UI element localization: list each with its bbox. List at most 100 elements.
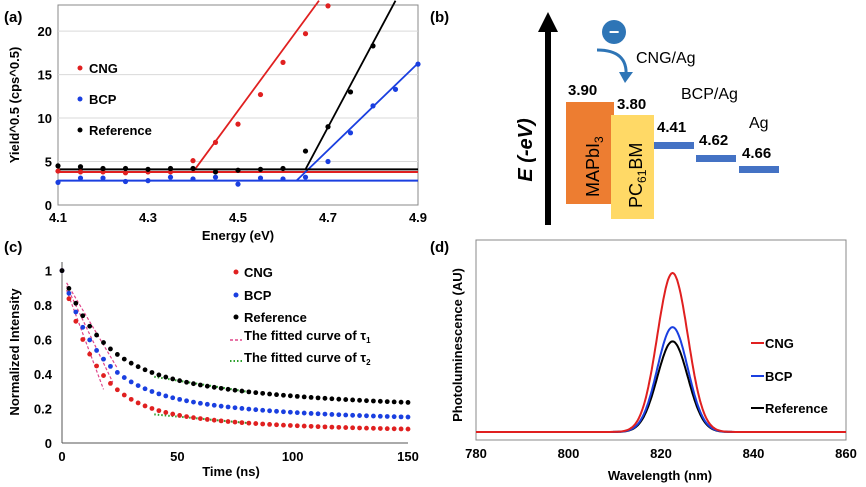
data-point-reference: [370, 43, 376, 49]
data-point-bcp: [212, 174, 219, 180]
decay-point-cng: [232, 419, 238, 425]
data-point-cng: [235, 121, 241, 127]
panel-label-b: (b): [430, 9, 449, 26]
legend-marker-bcp: [233, 292, 239, 298]
decay-point-reference: [301, 394, 307, 400]
decay-point-reference: [287, 393, 293, 399]
electron-symbol: −: [609, 22, 620, 42]
decay-point-reference: [294, 393, 300, 399]
data-point-bcp: [190, 176, 196, 182]
energy-axis-arrow-head: [538, 12, 558, 32]
decay-point-cng: [281, 422, 286, 428]
decay-point-reference: [204, 383, 210, 389]
decay-point-bcp: [191, 399, 196, 405]
decay-point-bcp: [287, 409, 293, 415]
legend-label-bcp: BCP: [765, 369, 793, 384]
x-tick-label: 4.5: [229, 210, 247, 225]
legend-label-bcp: BCP: [244, 288, 272, 303]
decay-point-reference: [108, 346, 113, 352]
decay-point-cng: [80, 337, 86, 342]
decay-point-bcp: [204, 401, 210, 407]
decay-point-bcp: [135, 383, 141, 389]
transfer-arrow-head: [619, 72, 633, 83]
legend-marker-reference: [233, 314, 239, 320]
y-tick-label: 0.8: [34, 298, 52, 313]
data-point-reference: [122, 165, 129, 172]
decay-point-reference: [267, 391, 272, 397]
decay-point-reference: [170, 376, 176, 382]
ag-level-bar: [739, 166, 779, 173]
panel-c-chart: 0 0.2 0.4 0.6 0.8 1 0 50 100 150 Time (ns) Normal…: [7, 262, 419, 479]
decay-point-bcp: [156, 391, 162, 397]
legend-fit-tau2-text: The fitted curve of τ: [244, 350, 366, 365]
data-point-bcp: [302, 174, 309, 180]
decay-point-reference: [101, 340, 106, 345]
decay-point-bcp: [336, 412, 342, 418]
decay-point-reference: [225, 386, 231, 392]
decay-point-cng: [142, 403, 148, 409]
decay-point-cng: [343, 425, 349, 430]
pcbm-block: [611, 115, 654, 219]
decay-point-reference: [135, 364, 141, 370]
panel-label-c: (c): [4, 239, 22, 256]
x-tick-label: 780: [465, 446, 487, 461]
decay-point-reference: [211, 384, 217, 390]
decay-point-cng: [398, 426, 404, 432]
data-point-cng: [77, 169, 84, 175]
decay-point-cng: [101, 373, 106, 378]
decay-point-bcp: [246, 406, 252, 412]
decay-point-reference: [66, 286, 72, 291]
data-point-reference: [280, 165, 286, 172]
decay-point-cng: [364, 425, 369, 431]
cng-level-value: 4.41: [657, 119, 686, 136]
fit-tau1-reference: [66, 282, 118, 369]
pcbm-label-post: BM: [626, 143, 646, 170]
legend-marker-cng: [77, 65, 83, 71]
decay-point-cng: [170, 411, 176, 417]
fit-line-bcp: [295, 62, 419, 182]
decay-point-cng: [73, 318, 79, 324]
legend-fit-tau2-label: The fitted curve of τ2: [244, 350, 371, 367]
decay-point-bcp: [108, 363, 113, 369]
decay-point-cng: [218, 418, 224, 424]
decay-point-bcp: [73, 309, 79, 315]
legend-fit-tau1-sub: 1: [366, 336, 371, 345]
decay-point-bcp: [80, 324, 86, 330]
decay-point-bcp: [66, 290, 72, 296]
data-point-bcp: [392, 86, 399, 92]
y-tick-label: 20: [38, 24, 52, 39]
legend-marker-cng: [233, 269, 239, 275]
decay-point-reference: [184, 379, 189, 385]
decay-point-cng: [149, 406, 155, 411]
panel-d-legend: CNG BCP Reference: [751, 336, 828, 416]
decay-point-bcp: [294, 410, 300, 416]
x-tick-label: 840: [743, 446, 765, 461]
decay-point-bcp: [94, 348, 99, 353]
decay-point-cng: [184, 414, 189, 419]
data-point-reference: [100, 165, 106, 172]
decay-point-cng: [128, 396, 134, 402]
data-point-cng: [280, 59, 286, 65]
decay-point-cng: [156, 408, 162, 414]
decay-point-cng: [198, 416, 203, 421]
x-tick-label: 820: [650, 446, 672, 461]
ag-label: Ag: [749, 115, 769, 132]
data-point-cng: [55, 168, 61, 174]
legend-label-cng: CNG: [89, 61, 118, 76]
decay-point-reference: [371, 398, 376, 404]
energy-axis-label: E (-eV): [515, 118, 537, 182]
pcbm-level-value: 3.80: [617, 96, 646, 113]
decay-point-reference: [156, 372, 162, 378]
data-point-bcp: [77, 175, 84, 181]
decay-point-reference: [128, 360, 134, 366]
decay-point-reference: [322, 395, 328, 401]
decay-point-bcp: [142, 386, 148, 392]
decay-point-cng: [94, 363, 99, 369]
decay-point-bcp: [364, 413, 369, 419]
panel-a-ylabel: Yield^0.5 (cps^0.5): [7, 47, 22, 164]
decay-point-bcp: [384, 414, 390, 419]
decay-point-bcp: [357, 413, 362, 418]
x-tick-label: 800: [558, 446, 580, 461]
decay-point-bcp: [114, 370, 120, 375]
